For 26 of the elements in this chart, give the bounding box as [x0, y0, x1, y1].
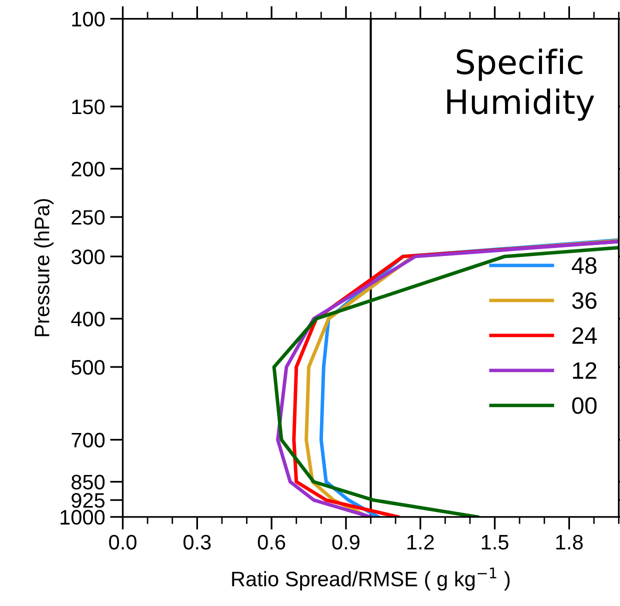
text: Specific Humidity: [447, 48, 594, 121]
y-tick-label: 300: [71, 249, 105, 264]
legend-label: 48: [572, 257, 596, 274]
legend-label: 12: [573, 362, 596, 379]
x-tick-label: 0.0: [109, 534, 136, 550]
y-axis-title: Pressure (hPa): [34, 199, 54, 336]
y-tick-label: 400: [71, 312, 105, 326]
x-tick-label: 0.9: [332, 534, 360, 550]
y-tick-label: 250: [72, 210, 105, 225]
y-tick-label: 700: [72, 432, 105, 448]
y-tick-label: 1000: [60, 510, 105, 525]
x-tick-label: 0.3: [183, 534, 211, 550]
legend-label: 24: [572, 327, 597, 344]
legend-label: 36: [572, 292, 596, 309]
y-tick-label: 150: [72, 100, 105, 114]
y-tick-label: 850: [72, 474, 105, 490]
x-tick-label: 1.8: [556, 534, 583, 550]
x-tick-label: 1.2: [407, 534, 434, 550]
legend-label: 00: [572, 397, 597, 414]
x-tick-label: 0.6: [258, 534, 286, 550]
x-tick-label: 1.5: [482, 535, 508, 550]
x-axis-title: Ratio Spread/RMSE ( g kg$^{−1}$ ): [232, 568, 510, 591]
y-tick-label: 200: [72, 162, 105, 176]
y-tick-label: 925: [72, 493, 105, 508]
y-tick-label: 100: [72, 12, 105, 27]
y-tick-label: 500: [71, 360, 105, 375]
